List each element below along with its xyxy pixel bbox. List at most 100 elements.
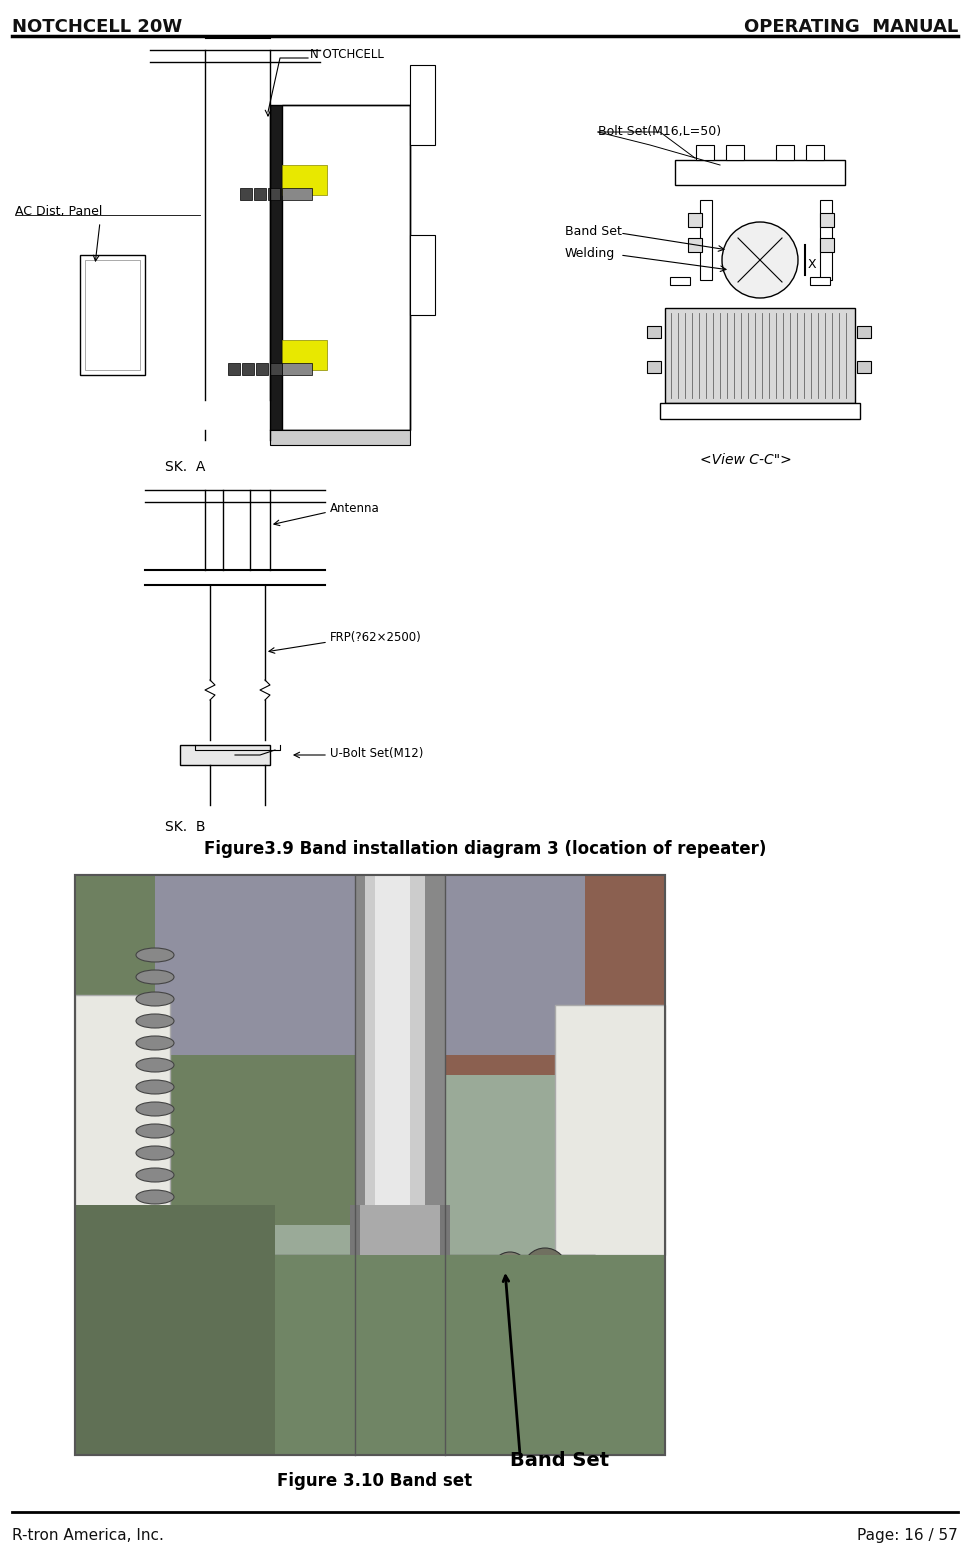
- Bar: [665, 404, 854, 411]
- Ellipse shape: [136, 1366, 173, 1380]
- Bar: [75, 875, 665, 1456]
- Text: NOTCHCELL 20W: NOTCHCELL 20W: [12, 19, 182, 36]
- Text: Band Set: Band Set: [564, 225, 621, 237]
- Ellipse shape: [136, 1124, 173, 1138]
- Ellipse shape: [136, 1301, 173, 1315]
- Bar: [75, 995, 170, 1256]
- Circle shape: [721, 222, 797, 298]
- Bar: [857, 362, 870, 372]
- Bar: [809, 276, 829, 286]
- Circle shape: [528, 1290, 560, 1321]
- Bar: [696, 144, 713, 160]
- Bar: [239, 188, 252, 200]
- Bar: [165, 1290, 575, 1310]
- Bar: [269, 430, 410, 445]
- Bar: [646, 362, 660, 372]
- Bar: [819, 200, 831, 279]
- Bar: [228, 363, 239, 376]
- Bar: [670, 276, 689, 286]
- Bar: [267, 188, 280, 200]
- Bar: [554, 1006, 665, 1256]
- Bar: [775, 144, 794, 160]
- Bar: [241, 363, 254, 376]
- Bar: [282, 188, 312, 200]
- Ellipse shape: [136, 1037, 173, 1051]
- Bar: [282, 106, 410, 430]
- Bar: [155, 875, 584, 1055]
- Bar: [687, 213, 702, 227]
- Ellipse shape: [136, 948, 173, 962]
- Ellipse shape: [136, 1058, 173, 1072]
- Circle shape: [522, 1248, 567, 1291]
- Text: SK.  B: SK. B: [165, 819, 205, 833]
- Ellipse shape: [136, 1411, 173, 1425]
- Bar: [674, 160, 844, 185]
- Bar: [369, 875, 665, 1076]
- Ellipse shape: [136, 1169, 173, 1183]
- Bar: [725, 144, 743, 160]
- Ellipse shape: [136, 1013, 173, 1027]
- Bar: [659, 404, 860, 419]
- Ellipse shape: [136, 1080, 173, 1094]
- Text: Figure 3.10 Band set: Figure 3.10 Band set: [277, 1471, 472, 1490]
- Text: Bolt Set(M16,L=50): Bolt Set(M16,L=50): [597, 126, 720, 138]
- Ellipse shape: [136, 970, 173, 984]
- Bar: [805, 144, 823, 160]
- Bar: [857, 326, 870, 338]
- Bar: [85, 261, 140, 369]
- Bar: [700, 200, 711, 279]
- Circle shape: [179, 1290, 211, 1321]
- Text: U-Bolt Set(M12): U-Bolt Set(M12): [329, 747, 422, 759]
- Bar: [269, 363, 282, 376]
- Bar: [687, 237, 702, 251]
- Text: SK.  A: SK. A: [165, 459, 205, 473]
- Bar: [410, 65, 434, 144]
- Ellipse shape: [136, 1102, 173, 1116]
- Bar: [79, 255, 144, 376]
- Bar: [350, 1204, 450, 1456]
- Ellipse shape: [136, 1190, 173, 1204]
- Text: Welding: Welding: [564, 247, 614, 261]
- Bar: [282, 340, 327, 369]
- Bar: [282, 165, 327, 196]
- Text: AC Dist, Panel: AC Dist, Panel: [15, 205, 103, 217]
- Bar: [75, 1204, 275, 1456]
- Bar: [665, 307, 854, 404]
- Bar: [819, 237, 833, 251]
- Circle shape: [212, 1252, 248, 1288]
- Bar: [144, 1256, 594, 1290]
- Ellipse shape: [136, 1387, 173, 1401]
- Bar: [646, 326, 660, 338]
- Circle shape: [172, 1248, 217, 1291]
- Ellipse shape: [136, 992, 173, 1006]
- Ellipse shape: [136, 1212, 173, 1226]
- Bar: [254, 188, 266, 200]
- Bar: [275, 1256, 665, 1456]
- Bar: [355, 875, 445, 1456]
- Ellipse shape: [136, 1145, 173, 1159]
- Text: FRP(?62×2500): FRP(?62×2500): [329, 632, 422, 644]
- Bar: [375, 875, 410, 1456]
- Ellipse shape: [136, 1234, 173, 1248]
- Text: R-tron America, Inc.: R-tron America, Inc.: [12, 1529, 164, 1543]
- Ellipse shape: [136, 1322, 173, 1336]
- Text: Antenna: Antenna: [329, 501, 379, 515]
- Bar: [75, 875, 369, 1225]
- Bar: [819, 213, 833, 227]
- Text: <View C-C">: <View C-C">: [700, 453, 791, 467]
- Text: Figure3.9 Band installation diagram 3 (location of repeater): Figure3.9 Band installation diagram 3 (l…: [203, 840, 766, 858]
- Ellipse shape: [136, 1277, 173, 1291]
- Bar: [75, 875, 665, 1456]
- Text: N OTCHCELL: N OTCHCELL: [310, 48, 384, 62]
- Text: Band Set: Band Set: [510, 1451, 609, 1470]
- Bar: [269, 106, 410, 430]
- Text: X: X: [807, 259, 816, 272]
- Ellipse shape: [136, 1344, 173, 1358]
- Bar: [269, 106, 282, 430]
- Bar: [180, 745, 269, 765]
- Bar: [410, 234, 434, 315]
- Ellipse shape: [136, 1256, 173, 1270]
- Bar: [364, 875, 424, 1456]
- Text: OPERATING  MANUAL: OPERATING MANUAL: [743, 19, 957, 36]
- Bar: [256, 363, 267, 376]
